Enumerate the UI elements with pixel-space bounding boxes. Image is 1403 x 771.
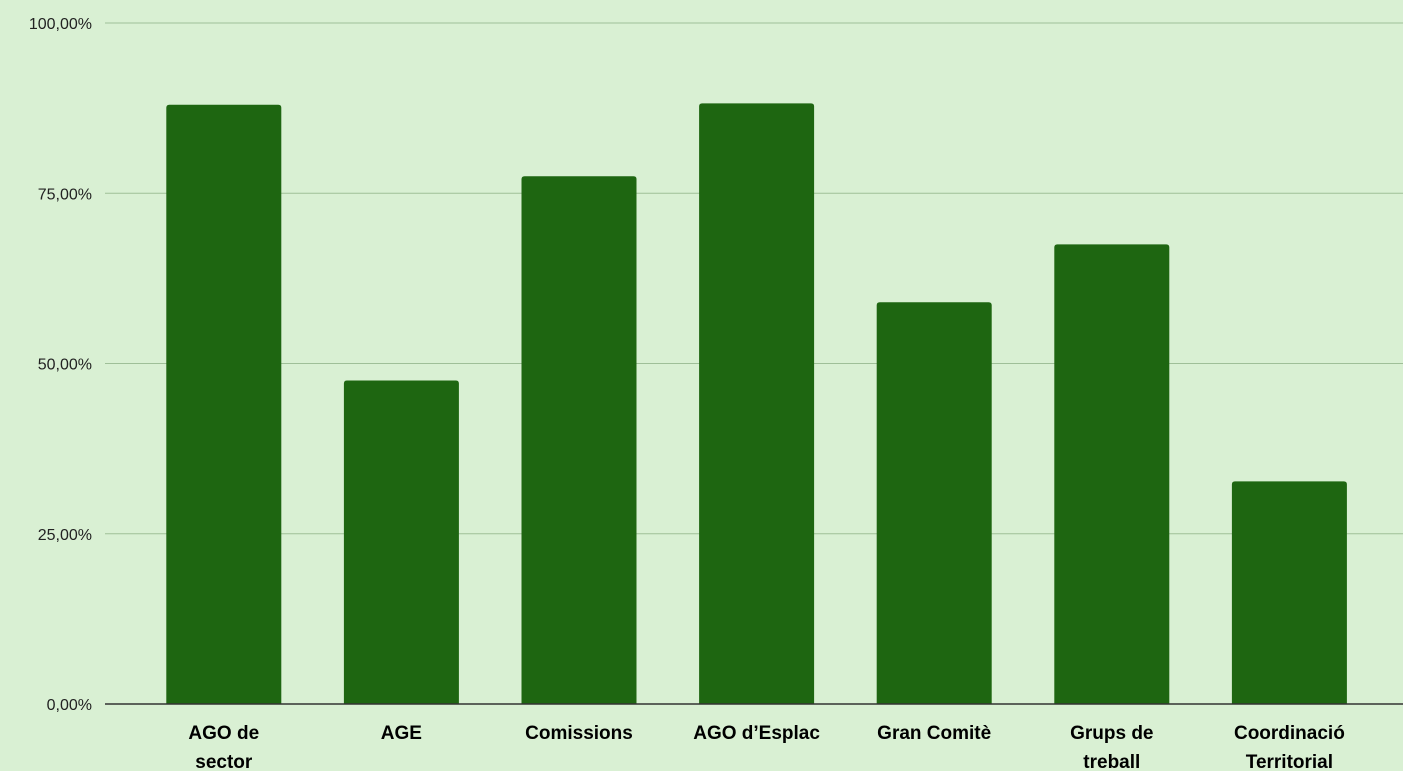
x-tick-label: Territorial	[1246, 752, 1333, 771]
bar	[166, 104, 282, 705]
x-tick-label: Comissions	[525, 723, 633, 744]
y-tick-label: 0,00%	[47, 697, 92, 714]
y-tick-label: 25,00%	[38, 527, 92, 544]
y-axis-tick-labels: 0,00% 25,00% 50,00% 75,00% 100,00%	[29, 16, 92, 714]
x-tick-label: Grups de	[1070, 723, 1153, 744]
x-tick-label: AGO de	[188, 723, 259, 744]
bar	[1054, 244, 1170, 704]
y-tick-label: 75,00%	[38, 186, 92, 203]
bars	[166, 103, 1347, 705]
y-tick-label: 100,00%	[29, 16, 92, 33]
x-tick-label: AGO d’Esplac	[693, 723, 820, 744]
bar	[1231, 481, 1347, 704]
x-tick-label: AGE	[381, 723, 422, 744]
x-tick-label: Coordinació	[1234, 723, 1345, 744]
x-tick-label: sector	[195, 752, 253, 771]
bar	[876, 302, 992, 704]
bar	[521, 176, 637, 705]
bar	[343, 380, 459, 704]
x-tick-label: Gran Comitè	[877, 723, 991, 744]
bar	[699, 103, 815, 704]
x-axis-category-labels: AGO de sector AGE Comissions AGO d’Esplac Gra…	[188, 723, 1344, 771]
x-tick-label: treball	[1083, 752, 1140, 771]
y-tick-label: 50,00%	[38, 357, 92, 374]
